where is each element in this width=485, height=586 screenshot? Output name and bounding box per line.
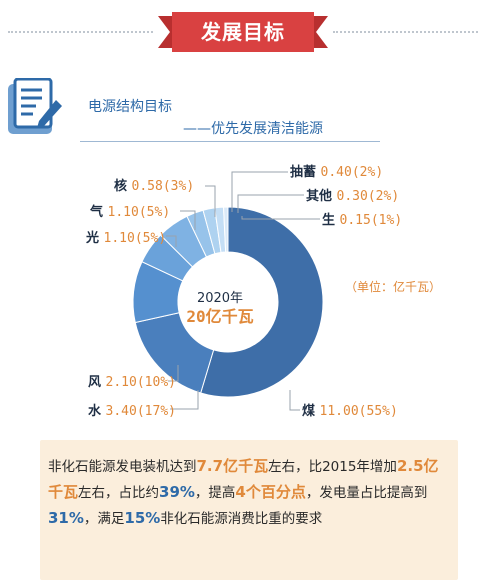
- leader-line-wind: [168, 365, 179, 382]
- leader-line-coal: [289, 390, 300, 411]
- summary-box: [40, 440, 458, 580]
- chart-unit-label: （单位：亿千瓦）: [345, 280, 442, 294]
- banner-dotted-line-left: [8, 31, 153, 33]
- summary-highlight-points: 4个百分点: [235, 483, 306, 501]
- heading-underline: [80, 141, 380, 142]
- slice-name-solar: 光: [85, 230, 104, 246]
- summary-part-6: ，满足: [83, 511, 125, 527]
- slice-value-hydro: 3.40(17%): [106, 404, 176, 419]
- slice-name-coal: 煤: [302, 403, 320, 419]
- slice-label-gas: 气 1.10(5%): [90, 204, 170, 220]
- slice-value-nuclear: 0.58(3%): [132, 179, 195, 194]
- leader-line-other: [237, 194, 304, 213]
- slice-name-biomass: 生: [322, 212, 340, 228]
- slice-name-pumped-storage: 抽蓄: [290, 164, 321, 180]
- slice-label-pumped-storage: 抽蓄 0.40(2%): [290, 164, 383, 180]
- summary-part-3: 左右，占比约: [78, 485, 160, 501]
- summary-text: 非化石能源发电装机达到7.7亿千瓦左右，比2015年增加2.5亿千瓦左右，占比约…: [48, 454, 452, 532]
- slice-label-coal: 煤 11.00(55%): [302, 403, 398, 419]
- summary-part-4: ，提高: [194, 485, 236, 501]
- slice-label-wind: 风 2.10(10%): [88, 375, 176, 390]
- summary-part-5: ，发电量占比提高到: [305, 485, 428, 501]
- donut-chart: 煤 11.00(55%)水 3.40(17%)风 2.10(10%)光 1.10…: [85, 164, 402, 419]
- chart-title: 电源结构目标: [88, 99, 172, 115]
- slice-name-nuclear: 核: [114, 178, 132, 194]
- slice-value-pumped-storage: 0.40(2%): [321, 165, 384, 180]
- leader-line-hydro: [170, 390, 199, 410]
- leader-line-biomass: [241, 216, 320, 220]
- slice-label-biomass: 生 0.15(1%): [322, 212, 402, 228]
- slice-label-nuclear: 核 0.58(3%): [114, 178, 194, 194]
- banner-title: 发展目标: [201, 20, 285, 44]
- slice-value-wind: 2.10(10%): [106, 375, 176, 390]
- chart-center-year: 2020年: [196, 291, 244, 306]
- slice-value-biomass: 0.15(1%): [340, 213, 403, 228]
- slice-label-other: 其他 0.30(2%): [306, 188, 399, 204]
- slice-name-gas: 气: [90, 204, 108, 220]
- summary-part-1: 非化石能源发电装机达到: [48, 459, 197, 475]
- banner-dotted-line-right: [333, 31, 478, 33]
- summary-part-2: 左右，比2015年增加: [268, 459, 397, 475]
- slice-name-hydro: 水: [88, 403, 106, 419]
- summary-highlight-consumption: 15%: [124, 509, 161, 527]
- chart-subtitle: ——优先发展清洁能源: [183, 121, 323, 137]
- summary-highlight-share: 39%: [159, 483, 195, 501]
- summary-highlight-generation: 31%: [48, 509, 84, 527]
- leader-line-nuclear: [205, 185, 216, 217]
- slice-value-other: 0.30(2%): [337, 189, 400, 204]
- slice-label-hydro: 水 3.40(17%): [88, 403, 176, 419]
- slice-value-solar: 1.10(5%): [104, 231, 167, 246]
- slice-value-gas: 1.10(5%): [108, 205, 171, 220]
- document-pen-icon: [8, 78, 62, 134]
- summary-highlight-capacity: 7.7亿千瓦: [196, 457, 269, 475]
- summary-highlight-increase: 2.5亿千瓦: [48, 457, 439, 501]
- leader-line-solar: [166, 235, 177, 247]
- slice-value-coal: 11.00(55%): [320, 404, 398, 419]
- chart-center-total: 20亿千瓦: [186, 307, 254, 326]
- leader-line-gas: [180, 210, 196, 230]
- slice-name-wind: 风: [88, 375, 106, 390]
- slice-label-solar: 光 1.10(5%): [85, 230, 166, 246]
- donut-slice-coal: [200, 206, 324, 398]
- banner-ribbon: [158, 12, 328, 52]
- summary-part-7: 非化石能源消费比重的要求: [160, 511, 323, 527]
- donut-slice-biomass: [223, 206, 229, 253]
- slice-name-other: 其他: [306, 188, 337, 204]
- leader-line-pumped-storage: [231, 171, 288, 212]
